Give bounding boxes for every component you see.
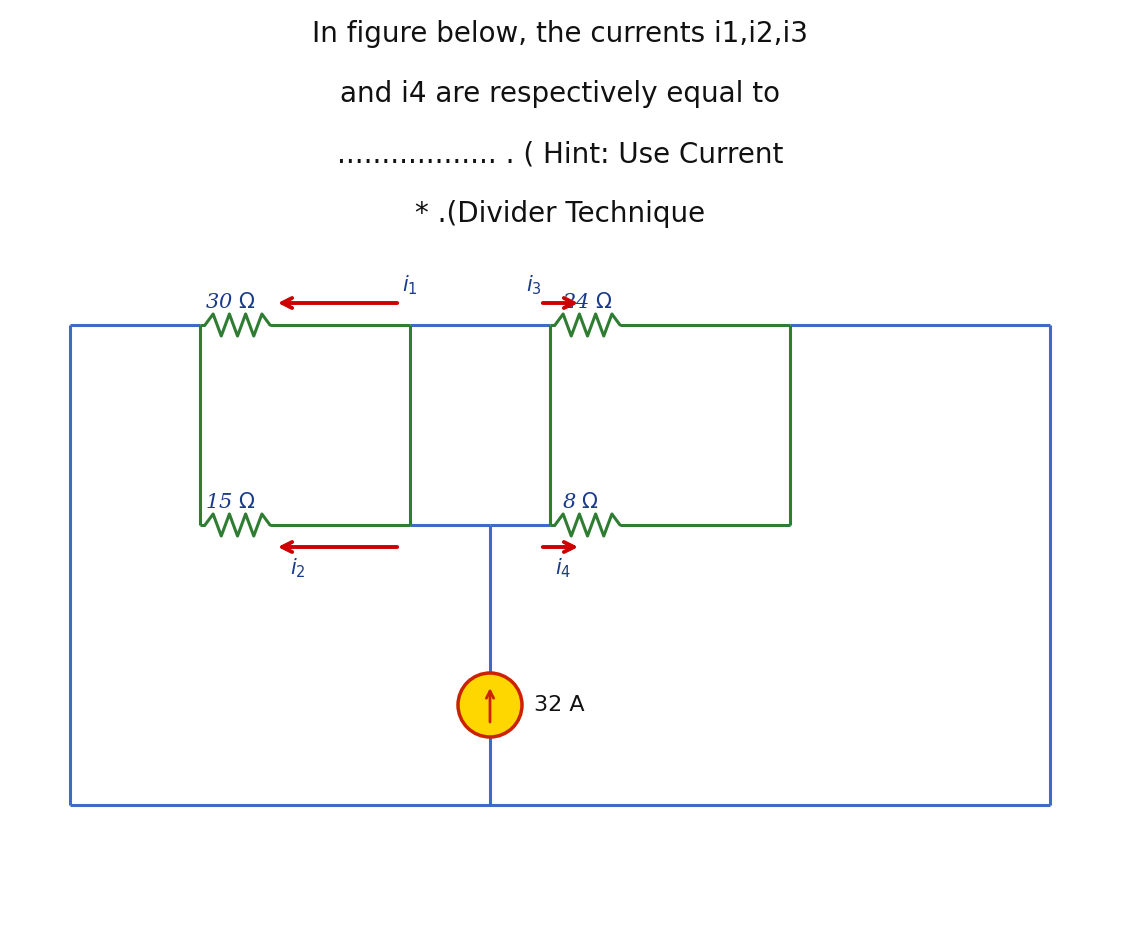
- Text: $i_4$: $i_4$: [555, 557, 572, 580]
- Text: $i_2$: $i_2$: [290, 557, 306, 580]
- Text: .................. . ( Hint: Use Current: .................. . ( Hint: Use Current: [336, 140, 783, 168]
- Text: $i_1$: $i_1$: [402, 274, 417, 297]
- Text: 24 $\Omega$: 24 $\Omega$: [562, 292, 612, 312]
- Text: In figure below, the currents i1,i2,i3: In figure below, the currents i1,i2,i3: [312, 20, 808, 48]
- Circle shape: [458, 673, 522, 737]
- Text: 30 $\Omega$: 30 $\Omega$: [205, 292, 255, 312]
- Text: 8 $\Omega$: 8 $\Omega$: [562, 492, 598, 512]
- Text: $i_3$: $i_3$: [526, 274, 542, 297]
- Text: 32 A: 32 A: [534, 695, 585, 715]
- Text: and i4 are respectively equal to: and i4 are respectively equal to: [340, 80, 780, 108]
- Text: 15 $\Omega$: 15 $\Omega$: [205, 492, 255, 512]
- Text: * .(Divider Technique: * .(Divider Technique: [415, 200, 705, 228]
